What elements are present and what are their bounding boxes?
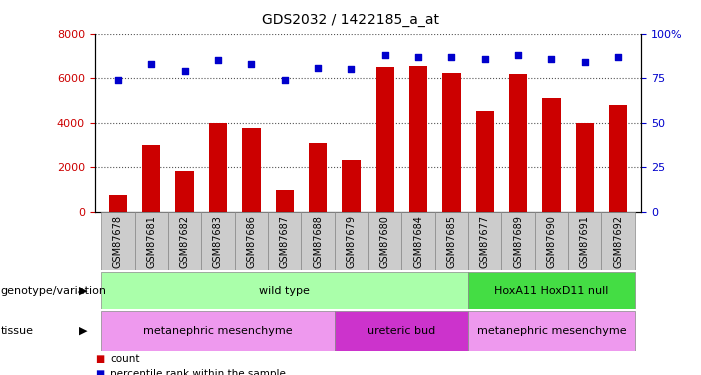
Text: ▶: ▶ — [79, 286, 88, 296]
Bar — [142, 145, 161, 212]
Point — [212, 57, 224, 63]
Text: GSM87678: GSM87678 — [113, 215, 123, 268]
Text: GSM87683: GSM87683 — [213, 215, 223, 268]
Bar — [368, 212, 402, 270]
Bar — [601, 212, 634, 270]
Bar — [201, 212, 235, 270]
Bar — [235, 212, 268, 270]
Point — [613, 54, 624, 60]
Bar — [576, 123, 594, 212]
Bar — [609, 105, 627, 212]
Bar — [475, 111, 494, 212]
Text: GSM87677: GSM87677 — [479, 215, 490, 268]
Bar — [109, 195, 127, 212]
Text: ureteric bud: ureteric bud — [367, 326, 435, 336]
Text: GSM87692: GSM87692 — [613, 215, 623, 268]
Bar — [468, 212, 501, 270]
Point — [246, 61, 257, 67]
Bar — [102, 272, 468, 309]
Bar — [535, 212, 568, 270]
Bar — [442, 73, 461, 212]
Point — [412, 54, 423, 60]
Point — [446, 54, 457, 60]
Bar — [309, 143, 327, 212]
Text: GSM87682: GSM87682 — [179, 215, 190, 268]
Text: GSM87686: GSM87686 — [246, 215, 257, 268]
Bar — [168, 212, 201, 270]
Text: genotype/variation: genotype/variation — [1, 286, 107, 296]
Point — [546, 56, 557, 62]
Bar — [102, 212, 135, 270]
Bar — [435, 212, 468, 270]
Bar — [102, 311, 334, 351]
Text: ■: ■ — [95, 369, 104, 375]
Bar — [501, 212, 535, 270]
Bar — [409, 66, 427, 212]
Bar — [275, 190, 294, 212]
Text: GSM87679: GSM87679 — [346, 215, 356, 268]
Text: HoxA11 HoxD11 null: HoxA11 HoxD11 null — [494, 286, 608, 296]
Point — [112, 77, 123, 83]
Text: ▶: ▶ — [79, 326, 88, 336]
Text: tissue: tissue — [1, 326, 34, 336]
Bar — [468, 311, 634, 351]
Point — [579, 59, 590, 65]
Bar — [468, 272, 634, 309]
Text: GSM87684: GSM87684 — [413, 215, 423, 268]
Point — [512, 52, 524, 58]
Text: GSM87690: GSM87690 — [546, 215, 557, 268]
Bar — [175, 171, 193, 212]
Bar — [135, 212, 168, 270]
Bar — [568, 212, 601, 270]
Text: GSM87680: GSM87680 — [380, 215, 390, 268]
Text: count: count — [110, 354, 139, 364]
Bar — [301, 212, 334, 270]
Text: GSM87691: GSM87691 — [580, 215, 590, 268]
Text: wild type: wild type — [259, 286, 310, 296]
Text: GSM87685: GSM87685 — [447, 215, 456, 268]
Bar — [268, 212, 301, 270]
Text: GDS2032 / 1422185_a_at: GDS2032 / 1422185_a_at — [262, 13, 439, 27]
Bar — [543, 98, 561, 212]
Bar — [334, 212, 368, 270]
Text: GSM87688: GSM87688 — [313, 215, 323, 268]
Bar — [209, 123, 227, 212]
Bar — [402, 212, 435, 270]
Bar — [509, 74, 527, 212]
Point — [279, 77, 290, 83]
Bar — [242, 128, 261, 212]
Bar — [334, 311, 468, 351]
Point — [479, 56, 490, 62]
Point — [379, 52, 390, 58]
Bar — [376, 67, 394, 212]
Point — [146, 61, 157, 67]
Text: GSM87689: GSM87689 — [513, 215, 523, 268]
Text: percentile rank within the sample: percentile rank within the sample — [110, 369, 286, 375]
Text: GSM87687: GSM87687 — [280, 215, 290, 268]
Point — [179, 68, 190, 74]
Bar — [342, 159, 360, 212]
Point — [313, 64, 324, 70]
Text: ■: ■ — [95, 354, 104, 364]
Text: metanephric mesenchyme: metanephric mesenchyme — [477, 326, 626, 336]
Text: metanephric mesenchyme: metanephric mesenchyme — [143, 326, 293, 336]
Point — [346, 66, 357, 72]
Text: GSM87681: GSM87681 — [147, 215, 156, 268]
